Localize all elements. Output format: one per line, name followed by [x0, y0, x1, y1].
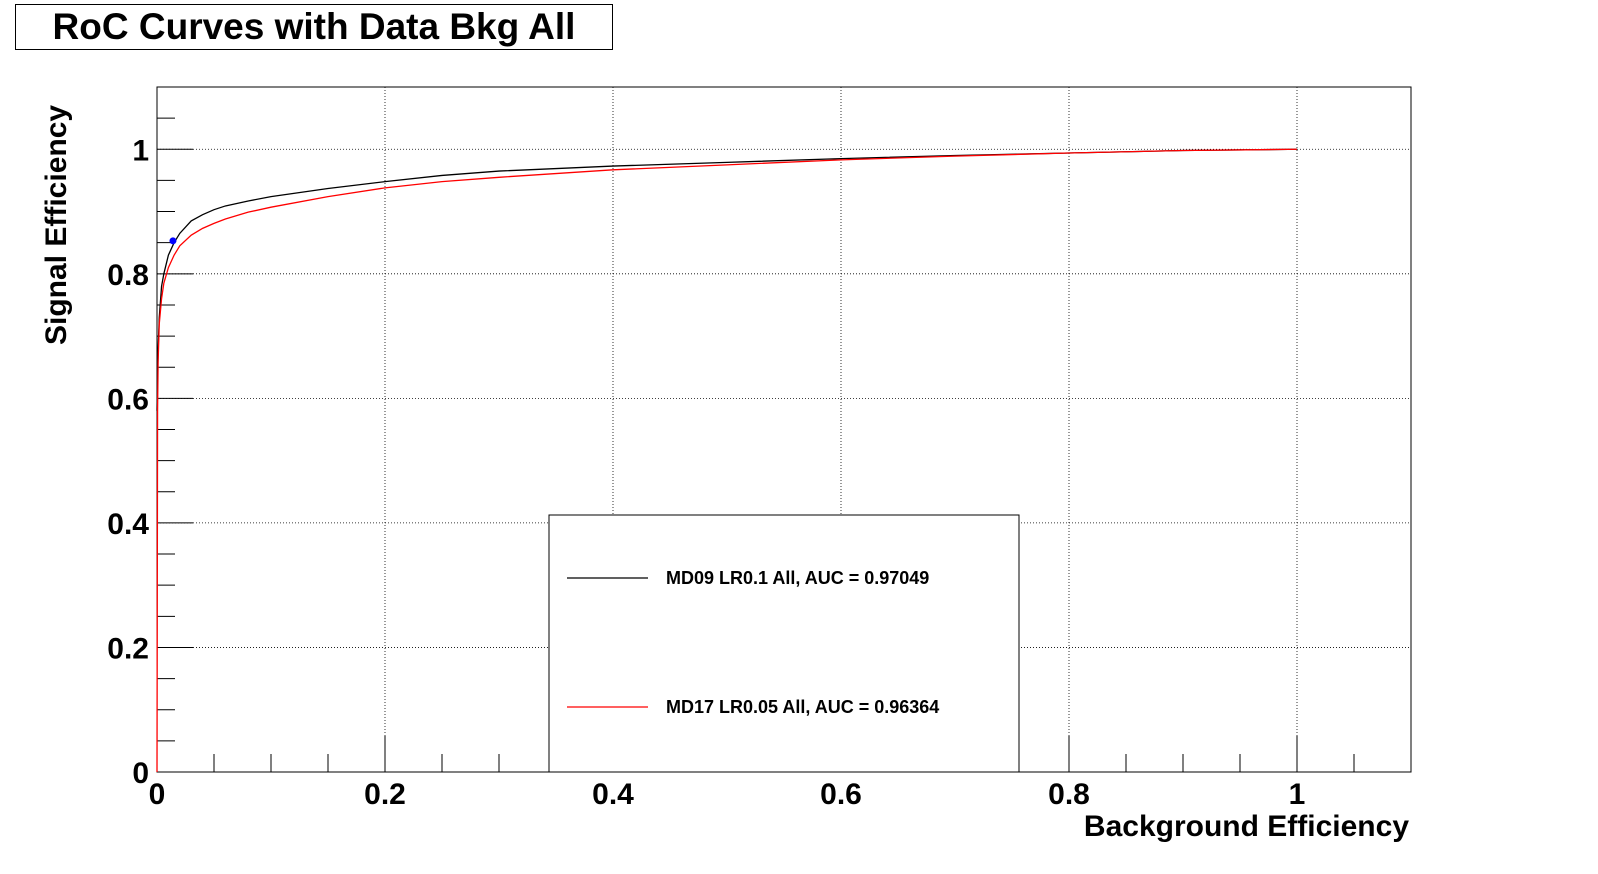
y-tick-label: 0.2	[107, 632, 149, 665]
y-tick-label: 0	[132, 757, 149, 790]
x-tick-label: 0.2	[364, 778, 406, 811]
y-tick-label: 1	[132, 134, 149, 167]
x-tick-label: 0	[149, 778, 166, 811]
legend: MD09 LR0.1 All, AUC = 0.97049 MD17 LR0.05…	[548, 514, 1020, 773]
legend-box	[548, 514, 1020, 773]
legend-label-1: MD09 LR0.1 All, AUC = 0.97049	[666, 568, 929, 588]
y-tick-label: 0.4	[107, 508, 149, 541]
y-tick-label: 0.8	[107, 259, 149, 292]
x-axis-label: Background Efficiency	[1084, 810, 1409, 843]
roc-series-1	[156, 148, 1298, 411]
x-tick-label: 0.4	[592, 778, 634, 811]
y-tick-label: 0.6	[107, 383, 149, 416]
legend-label-2: MD17 LR0.05 All, AUC = 0.96364	[666, 697, 939, 717]
roc-curves	[156, 148, 1298, 773]
tick-labels: 0 0.2 0.4 0.6 0.8 1 0 0.2 0.4 0.6 0.8 1	[107, 134, 1305, 811]
roc-series-2	[156, 148, 1298, 773]
x-tick-label: 0.8	[1048, 778, 1090, 811]
x-tick-label: 1	[1289, 778, 1306, 811]
chart-title: RoC Curves with Data Bkg All	[15, 4, 613, 50]
working-point-marker	[169, 237, 177, 245]
x-tick-label: 0.6	[820, 778, 862, 811]
y-axis-label: Signal Efficiency	[40, 105, 73, 345]
